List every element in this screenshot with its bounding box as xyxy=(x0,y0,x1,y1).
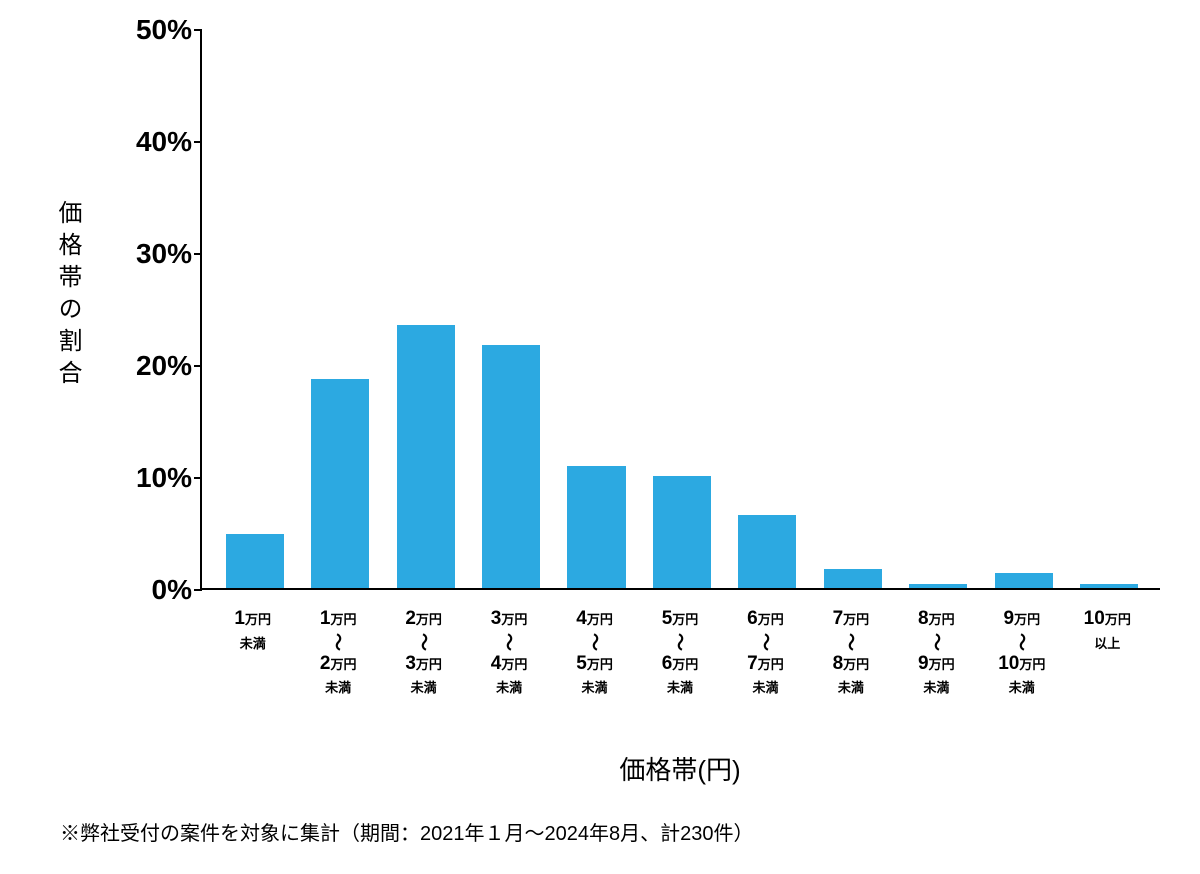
bar-slot xyxy=(297,28,382,588)
y-tick-label: 0% xyxy=(122,574,192,606)
x-category-label: 1万円未満 xyxy=(210,600,295,698)
x-labels-group: 1万円未満1万円〜2万円未満2万円〜3万円未満3万円〜4万円未満4万円〜5万円未… xyxy=(200,600,1160,698)
x-category-label: 3万円〜4万円未満 xyxy=(466,600,551,698)
price-distribution-chart: 価格帯の割合 0%10%20%30%40%50% 1万円未満1万円〜2万円未満2… xyxy=(60,20,1180,780)
bar xyxy=(397,325,455,588)
bar-slot xyxy=(639,28,724,588)
y-tick-mark xyxy=(194,365,202,367)
x-category-label: 5万円〜6万円未満 xyxy=(637,600,722,698)
x-category-label: 7万円〜8万円未満 xyxy=(808,600,893,698)
bar xyxy=(824,569,882,588)
y-tick-mark xyxy=(194,477,202,479)
bar-slot xyxy=(383,28,468,588)
bar-slot xyxy=(554,28,639,588)
bar xyxy=(482,345,540,588)
y-tick-label: 20% xyxy=(122,350,192,382)
y-tick-label: 40% xyxy=(122,126,192,158)
bar-slot xyxy=(212,28,297,588)
chart-footnote: ※弊社受付の案件を対象に集計（期間：2021年１月～2024年8月、計230件） xyxy=(60,817,753,846)
y-axis-label: 価格帯の割合 xyxy=(50,200,85,392)
bar xyxy=(653,476,711,588)
bar-slot xyxy=(810,28,895,588)
x-category-label: 1万円〜2万円未満 xyxy=(295,600,380,698)
bar xyxy=(738,515,796,588)
x-category-label: 8万円〜9万円未満 xyxy=(894,600,979,698)
bar-slot xyxy=(468,28,553,588)
bar xyxy=(1080,584,1138,588)
x-category-label: 6万円〜7万円未満 xyxy=(723,600,808,698)
bar xyxy=(226,534,284,588)
y-tick-mark xyxy=(194,589,202,591)
y-tick-mark xyxy=(194,141,202,143)
bar xyxy=(995,573,1053,588)
y-tick-mark xyxy=(194,29,202,31)
bar-slot xyxy=(981,28,1066,588)
x-category-label: 10万円以上 xyxy=(1065,600,1150,698)
bar xyxy=(909,584,967,588)
y-tick-mark xyxy=(194,253,202,255)
x-category-label: 2万円〜3万円未満 xyxy=(381,600,466,698)
bars-group xyxy=(202,28,1162,588)
bar xyxy=(311,379,369,588)
y-tick-label: 50% xyxy=(122,14,192,46)
x-axis-label: 価格帯(円) xyxy=(200,750,1160,787)
y-tick-label: 10% xyxy=(122,462,192,494)
bar-slot xyxy=(1067,28,1152,588)
bar xyxy=(567,466,625,588)
bar-slot xyxy=(725,28,810,588)
x-category-label: 4万円〜5万円未満 xyxy=(552,600,637,698)
x-category-label: 9万円〜10万円未満 xyxy=(979,600,1064,698)
plot-area: 0%10%20%30%40%50% xyxy=(200,30,1160,590)
y-tick-label: 30% xyxy=(122,238,192,270)
bar-slot xyxy=(896,28,981,588)
